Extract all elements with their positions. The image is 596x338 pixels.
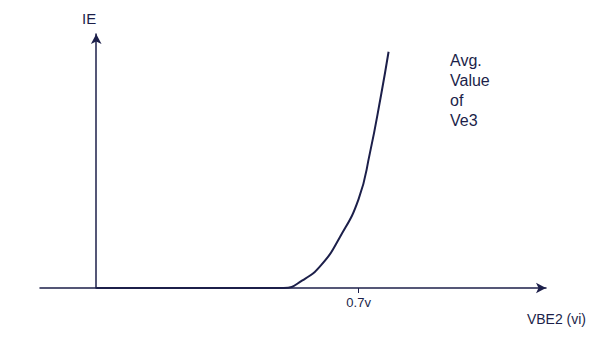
- svg-text:Value: Value: [450, 72, 490, 89]
- svg-text:IE: IE: [82, 10, 96, 27]
- svg-text:0.7v: 0.7v: [346, 295, 371, 310]
- svg-text:Avg.: Avg.: [450, 52, 482, 69]
- svg-text:Ve3: Ve3: [450, 112, 478, 129]
- svg-text:of: of: [450, 92, 464, 109]
- svg-text:VBE2 (vi): VBE2 (vi): [527, 311, 586, 327]
